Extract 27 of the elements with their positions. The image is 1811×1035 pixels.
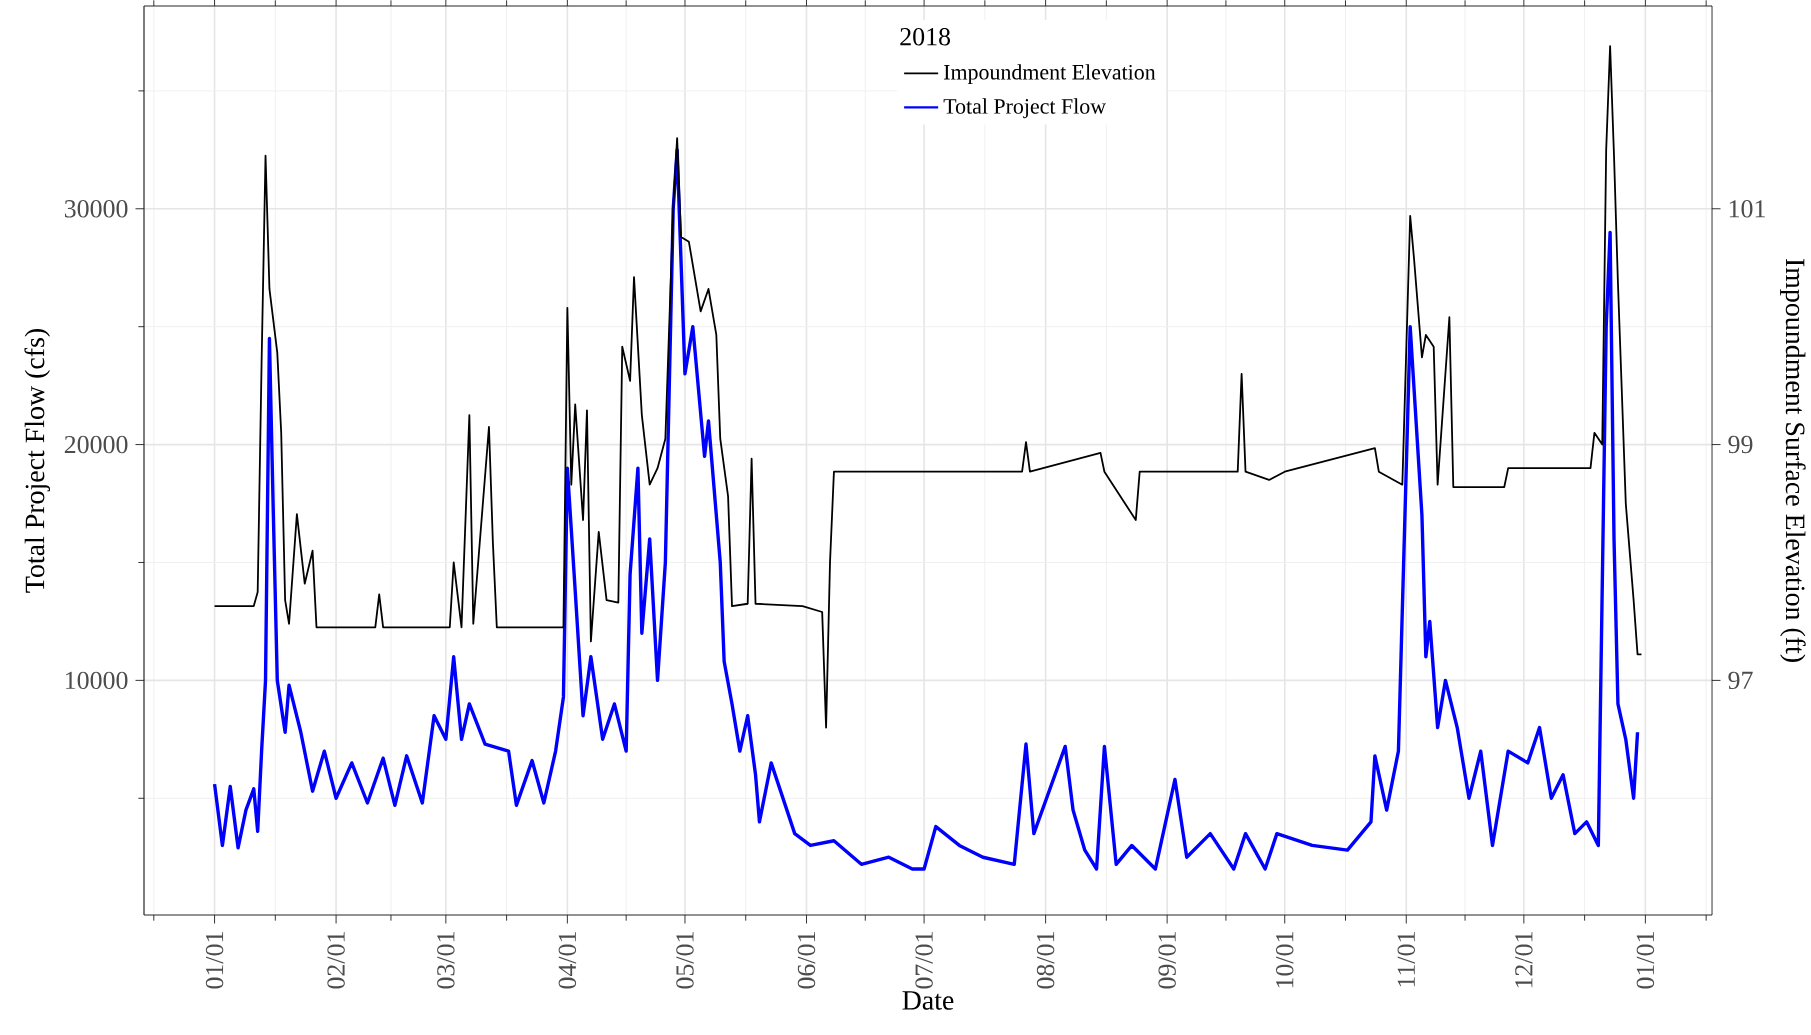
y2-axis-title: Impoundment Surface Elevation (ft) [1780, 258, 1806, 662]
x-tick-label: 11/01 [1397, 932, 1415, 987]
line-series [212, 148, 1640, 871]
x-tick-label: 05/01 [676, 932, 694, 989]
x-tick-label: 08/01 [1036, 932, 1055, 989]
legend-label: Total Project Flow [943, 98, 1106, 119]
x-tick-label: 01/01 [205, 932, 224, 989]
y2-tick-label: 97 [1728, 671, 1753, 690]
legend-title: 2018 [900, 28, 951, 46]
y-tick-label: 30000 [64, 200, 128, 218]
x-tick-label: 10/01 [1276, 932, 1294, 988]
x-tick-label: 06/01 [797, 932, 816, 989]
line-series [213, 45, 1643, 729]
x-tick-label: 12/01 [1515, 932, 1533, 988]
x-tick-label: 07/01 [915, 932, 933, 989]
x-tick-label: 04/01 [558, 932, 577, 989]
x-tick-label: 03/01 [437, 932, 455, 989]
y-axis-title: Total Project Flow (cfs) [24, 329, 51, 593]
x-axis-title: Date [902, 991, 954, 1010]
y-tick-label: 20000 [64, 435, 128, 454]
x-tick-label: 09/01 [1158, 932, 1176, 989]
y2-tick-label: 101 [1729, 200, 1765, 218]
y-tick-label: 10000 [65, 671, 128, 690]
x-tick-label: 02/01 [327, 932, 345, 989]
legend-label: Impoundment Elevation [944, 64, 1156, 85]
y2-tick-label: 99 [1728, 435, 1753, 454]
x-tick-label: 01/01 [1636, 932, 1655, 989]
